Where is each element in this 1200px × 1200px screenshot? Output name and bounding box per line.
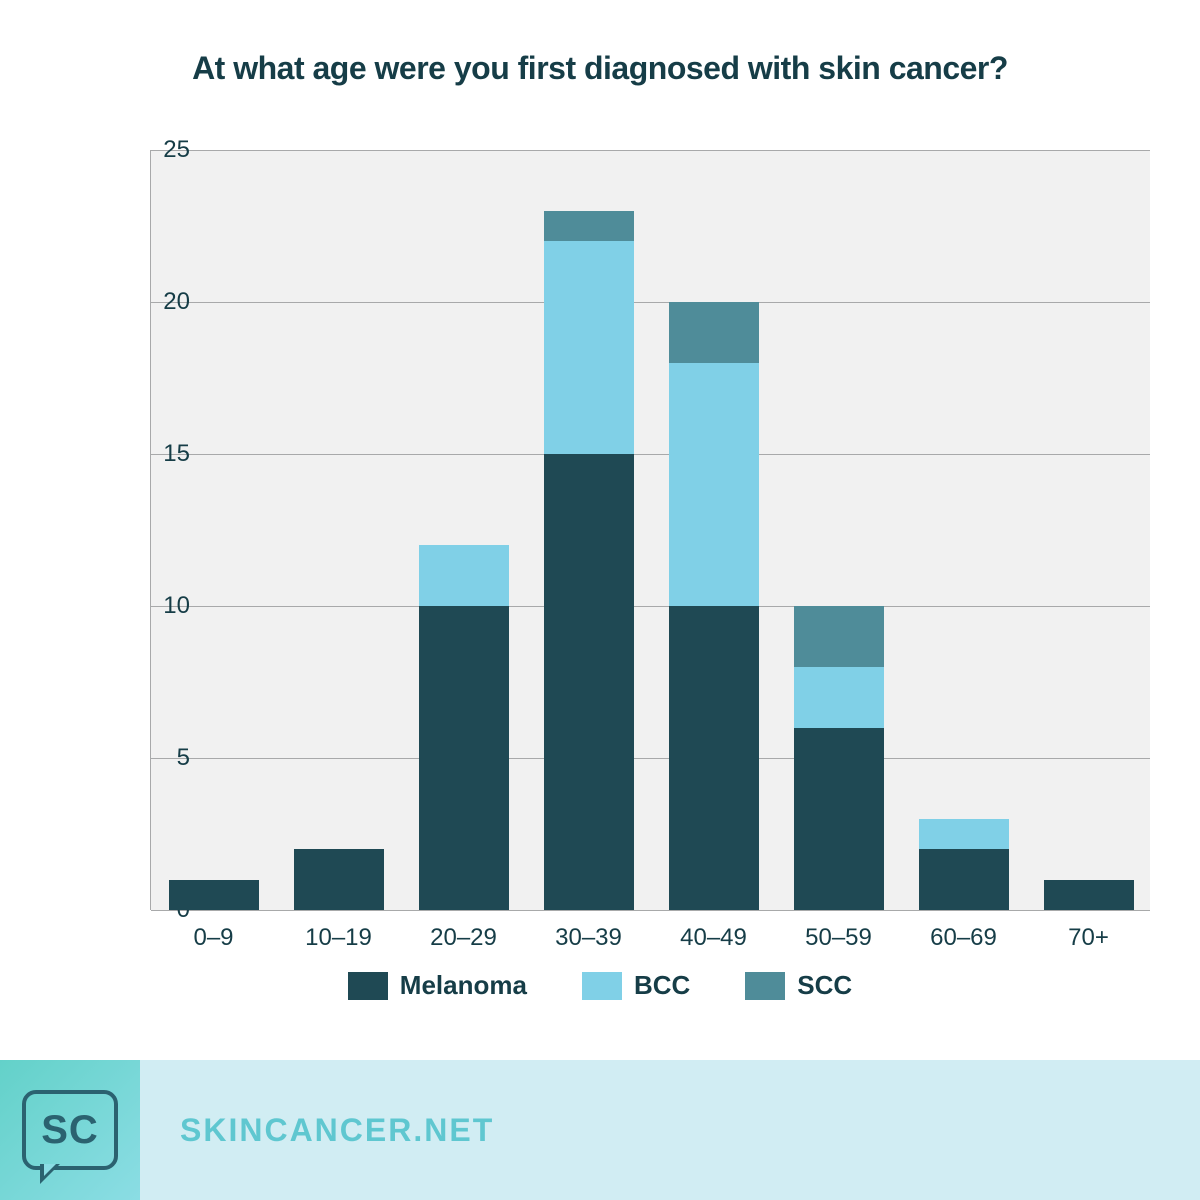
logo-speech-bubble: SC <box>22 1090 118 1170</box>
bar-segment-bcc <box>794 667 884 728</box>
bar-segment-bcc <box>544 241 634 454</box>
gridline <box>151 758 1150 759</box>
bar-group <box>419 545 509 910</box>
bar-segment-melanoma <box>169 880 259 910</box>
legend-swatch <box>348 972 388 1000</box>
bar-segment-melanoma <box>1044 880 1134 910</box>
legend: Melanoma BCC SCC <box>0 970 1200 1001</box>
legend-item-scc: SCC <box>745 970 852 1001</box>
bar-segment-scc <box>669 302 759 363</box>
plot-background: 05101520250–910–1920–2930–3940–4950–5960… <box>150 150 1150 910</box>
gridline <box>151 910 1150 911</box>
logo-text: SC <box>41 1108 99 1153</box>
bar-group <box>294 849 384 910</box>
bar-segment-melanoma <box>794 728 884 910</box>
footer-bar: SC SKINCANCER.NET <box>0 1060 1200 1200</box>
bar-segment-melanoma <box>919 849 1009 910</box>
x-tick-label: 0–9 <box>193 924 233 952</box>
legend-item-bcc: BCC <box>582 970 690 1001</box>
x-tick-label: 10–19 <box>305 924 372 952</box>
bar-segment-melanoma <box>669 606 759 910</box>
footer-logo-box: SC <box>0 1060 140 1200</box>
x-tick-label: 60–69 <box>930 924 997 952</box>
x-tick-label: 50–59 <box>805 924 872 952</box>
bar-segment-bcc <box>669 363 759 606</box>
x-tick-label: 20–29 <box>430 924 497 952</box>
y-tick-label: 10 <box>150 592 190 620</box>
bar-segment-bcc <box>419 545 509 606</box>
bar-segment-scc <box>794 606 884 667</box>
x-tick-label: 40–49 <box>680 924 747 952</box>
bar-group <box>544 211 634 910</box>
gridline <box>151 302 1150 303</box>
chart-area: 05101520250–910–1920–2930–3940–4950–5960… <box>100 130 1150 910</box>
gridline <box>151 454 1150 455</box>
legend-label: BCC <box>634 970 690 1001</box>
bar-group <box>794 606 884 910</box>
bar-group <box>169 880 259 910</box>
chart-title: At what age were you first diagnosed wit… <box>0 0 1200 87</box>
x-tick-label: 70+ <box>1068 924 1109 952</box>
footer-brand-text: SKINCANCER.NET <box>180 1112 494 1149</box>
y-tick-label: 5 <box>150 744 190 772</box>
bar-segment-melanoma <box>419 606 509 910</box>
bar-group <box>669 302 759 910</box>
bar-segment-bcc <box>919 819 1009 849</box>
bar-group <box>919 819 1009 910</box>
bar-group <box>1044 880 1134 910</box>
legend-swatch <box>745 972 785 1000</box>
y-tick-label: 20 <box>150 288 190 316</box>
legend-swatch <box>582 972 622 1000</box>
legend-label: SCC <box>797 970 852 1001</box>
gridline <box>151 150 1150 151</box>
bar-segment-melanoma <box>294 849 384 910</box>
bar-segment-scc <box>544 211 634 241</box>
y-tick-label: 15 <box>150 440 190 468</box>
legend-label: Melanoma <box>400 970 527 1001</box>
gridline <box>151 606 1150 607</box>
legend-item-melanoma: Melanoma <box>348 970 527 1001</box>
x-tick-label: 30–39 <box>555 924 622 952</box>
bar-segment-melanoma <box>544 454 634 910</box>
logo-tail-inner <box>44 1164 56 1176</box>
y-tick-label: 25 <box>150 136 190 164</box>
